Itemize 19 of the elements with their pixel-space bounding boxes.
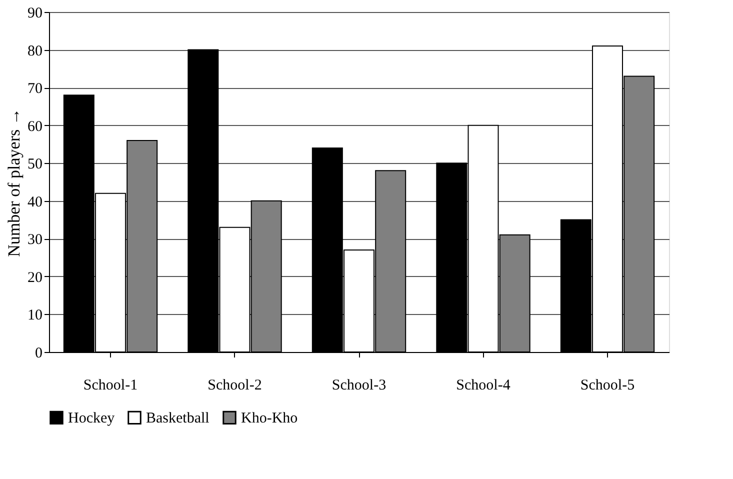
- x-tick-label: School-5: [580, 378, 635, 394]
- y-tick-label: 40: [28, 194, 42, 210]
- y-tick-label: 10: [28, 308, 42, 324]
- y-tick-label: 90: [28, 6, 42, 22]
- y-tick-label: 50: [28, 156, 42, 173]
- y-tick-label: 0: [35, 346, 42, 362]
- x-tick-label: School-2: [208, 378, 262, 394]
- y-tick-label: 30: [28, 232, 42, 248]
- legend-label: Hockey: [68, 410, 116, 427]
- y-tick-label: 60: [28, 118, 42, 135]
- y-axis-title: Number of players →: [4, 108, 24, 257]
- legend-label: Kho-Kho: [241, 410, 298, 427]
- y-tick-label: 80: [28, 43, 42, 60]
- y-tick-label: 70: [28, 81, 42, 98]
- legend-label: Basketball: [146, 410, 210, 427]
- x-tick-label: School-4: [456, 378, 511, 394]
- x-tick-label: School-1: [83, 378, 138, 394]
- y-tick-label: 20: [28, 270, 42, 286]
- x-tick-label: School-3: [332, 378, 386, 394]
